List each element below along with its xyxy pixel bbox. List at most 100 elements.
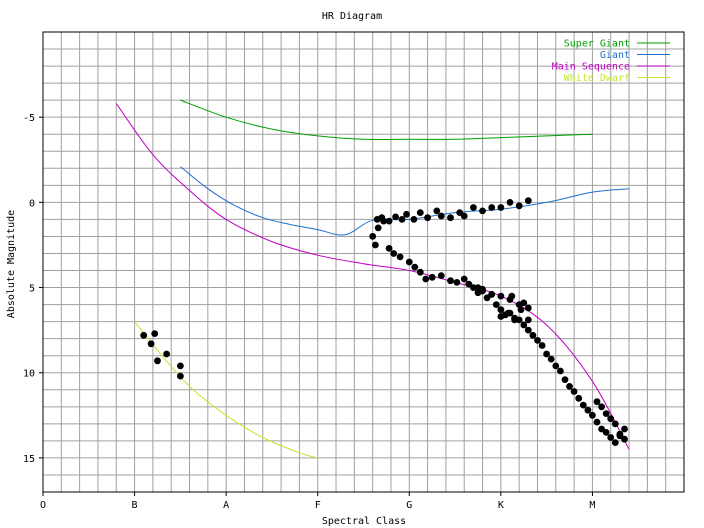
plot-frame bbox=[42, 31, 685, 493]
star-point bbox=[611, 439, 619, 446]
star-point bbox=[575, 394, 583, 402]
x-tick-label: F bbox=[315, 500, 321, 511]
star-point bbox=[584, 406, 592, 414]
star-point bbox=[140, 331, 148, 339]
chart-title: HR Diagram bbox=[322, 11, 382, 22]
star-point bbox=[374, 224, 382, 232]
star-point bbox=[465, 280, 473, 288]
star-point bbox=[511, 314, 518, 322]
star-point bbox=[470, 284, 477, 291]
star-point bbox=[621, 425, 628, 433]
legend-label-main-sequence: Main Sequence bbox=[552, 62, 630, 73]
star-point bbox=[497, 313, 505, 320]
star-point bbox=[428, 273, 436, 281]
star-point bbox=[424, 214, 431, 222]
star-point bbox=[579, 401, 587, 409]
star-point bbox=[488, 291, 496, 298]
star-point bbox=[437, 272, 445, 279]
main-sequence-curve bbox=[115, 103, 630, 450]
x-tick-label: B bbox=[132, 500, 138, 511]
star-point bbox=[552, 362, 560, 370]
star-point bbox=[411, 263, 419, 271]
star-point bbox=[433, 207, 441, 215]
x-tick-label: O bbox=[40, 500, 46, 511]
star-point bbox=[396, 253, 404, 261]
legend-label-giant: Giant bbox=[600, 50, 630, 61]
star-point bbox=[460, 212, 468, 220]
y-tick-label: 5 bbox=[29, 284, 35, 295]
star-point bbox=[497, 204, 505, 211]
star-point bbox=[524, 197, 532, 205]
grid bbox=[43, 32, 684, 492]
star-point bbox=[398, 216, 406, 223]
super-giant-curve bbox=[180, 99, 593, 141]
star-point bbox=[524, 304, 532, 312]
star-point bbox=[470, 204, 477, 211]
star-point bbox=[557, 367, 564, 375]
star-point bbox=[163, 350, 171, 358]
axis-ticks: O B A F G K M -5 0 5 10 15 bbox=[23, 113, 595, 511]
x-tick-label: K bbox=[498, 500, 504, 511]
star-point bbox=[416, 268, 424, 276]
star-point bbox=[593, 398, 601, 406]
star-point bbox=[534, 337, 541, 344]
x-tick-label: G bbox=[406, 500, 412, 511]
star-point bbox=[543, 350, 550, 358]
star-point bbox=[602, 429, 610, 436]
star-point bbox=[151, 330, 159, 337]
star-point bbox=[385, 217, 393, 225]
star-point bbox=[504, 309, 512, 317]
star-point bbox=[593, 418, 601, 426]
star-point bbox=[508, 292, 516, 300]
legend-label-white-dwarf: White Dwarf bbox=[564, 73, 630, 84]
star-point bbox=[524, 326, 532, 334]
white-dwarf-curve bbox=[134, 321, 318, 459]
star-point bbox=[602, 410, 610, 417]
star-point bbox=[621, 435, 628, 443]
x-tick-label: A bbox=[223, 500, 229, 511]
star-point bbox=[403, 210, 410, 218]
star-point bbox=[177, 362, 184, 370]
star-point bbox=[547, 355, 555, 363]
star-point bbox=[607, 415, 615, 423]
star-point bbox=[492, 301, 500, 308]
star-point bbox=[479, 207, 486, 215]
y-tick-label: 0 bbox=[29, 198, 35, 209]
star-point bbox=[589, 411, 596, 419]
star-point bbox=[437, 212, 445, 220]
star-point bbox=[497, 306, 505, 314]
star-point bbox=[447, 277, 454, 285]
star-point bbox=[405, 258, 413, 266]
star-point bbox=[561, 376, 569, 383]
star-point bbox=[520, 321, 528, 329]
star-point bbox=[529, 331, 537, 339]
star-point bbox=[524, 316, 532, 324]
y-tick-label: 15 bbox=[23, 454, 35, 465]
legend-label-super-giant: Super Giant bbox=[564, 39, 630, 50]
star-point bbox=[538, 342, 546, 349]
y-tick-label: -5 bbox=[23, 113, 35, 124]
star-point bbox=[385, 245, 393, 252]
star-point bbox=[410, 216, 418, 223]
x-tick-label: M bbox=[589, 500, 595, 511]
star-point bbox=[372, 241, 379, 249]
star-point bbox=[422, 275, 430, 283]
star-point bbox=[598, 403, 605, 411]
star-point bbox=[479, 285, 486, 293]
star-point bbox=[154, 357, 161, 365]
star-point bbox=[416, 209, 424, 217]
star-point bbox=[392, 213, 399, 221]
star-point bbox=[147, 340, 155, 348]
star-point bbox=[506, 199, 514, 206]
star-point bbox=[378, 214, 386, 222]
star-point bbox=[488, 204, 496, 211]
y-axis-label: Absolute Magnitude bbox=[6, 210, 17, 318]
giant-curve bbox=[180, 166, 630, 236]
star-point bbox=[369, 233, 377, 240]
star-point bbox=[453, 279, 461, 286]
star-point bbox=[570, 388, 578, 395]
star-point bbox=[177, 372, 184, 380]
y-tick-label: 10 bbox=[23, 369, 35, 380]
